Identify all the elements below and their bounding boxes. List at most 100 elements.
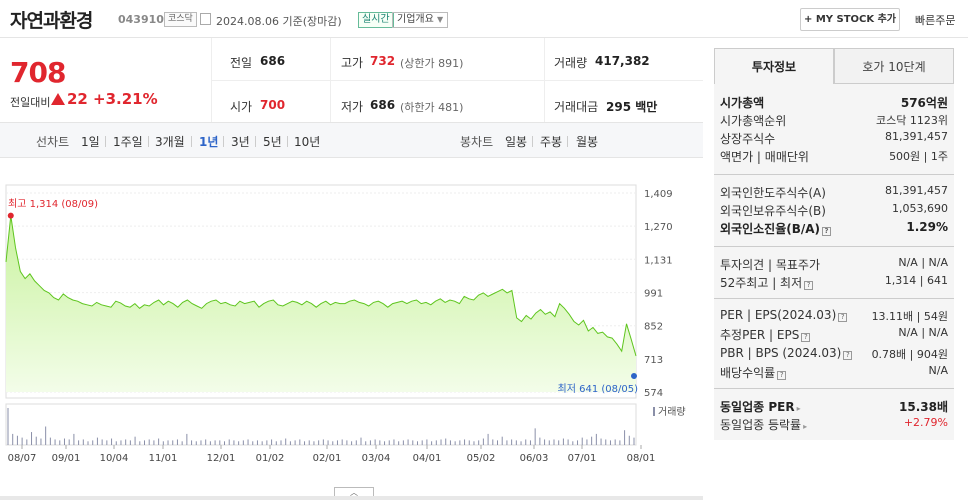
- right-tabs: 투자정보 호가 10단계: [714, 48, 954, 84]
- plus-icon: +: [803, 14, 813, 25]
- x-tick-label: 07/01: [568, 453, 597, 464]
- low-annotation: 최저 641 (08/05): [558, 383, 639, 395]
- divider: [714, 246, 954, 247]
- info-row: PER | EPS(2024.03)? 13.11배 | 54원: [720, 308, 948, 327]
- high-label: 고가: [341, 56, 364, 70]
- info-row-label: 투자의견 | 목표주가: [720, 258, 820, 272]
- info-row: 액면가 | 매매단위 500원 | 1주: [720, 148, 948, 167]
- info-row-label: PER | EPS(2024.03)?: [720, 308, 848, 322]
- arrow-right-icon[interactable]: ▸: [796, 404, 801, 413]
- low-marker: [631, 373, 637, 380]
- info-row-label: 외국인소진율(B/A)?: [720, 220, 832, 237]
- x-tick-label: 05/02: [467, 453, 496, 464]
- x-tick-label: 11/01: [149, 453, 178, 464]
- corp-overview-dropdown[interactable]: 기업개요 ▼: [392, 12, 449, 28]
- candle-monthly[interactable]: 월봉: [576, 135, 599, 149]
- open-value: 700: [260, 98, 286, 112]
- info-row-label: 52주최고 | 최저?: [720, 274, 814, 291]
- info-row-value: 500원 | 1주: [889, 150, 948, 163]
- add-mystock-button[interactable]: + MY STOCK 추가: [800, 8, 900, 31]
- high-value: 732: [370, 54, 396, 68]
- x-tick-label: 03/04: [362, 453, 391, 464]
- tab-orderbook[interactable]: 호가 10단계: [834, 48, 954, 84]
- divider: [714, 298, 954, 299]
- arrow-right-icon[interactable]: ▸: [803, 422, 808, 431]
- price-chart[interactable]: 1,409 1,270 1,131 991 852 713 574 최고 1,314 (08/…: [0, 159, 703, 479]
- info-row-label: 시가총액순위: [720, 114, 787, 128]
- divider: [105, 136, 106, 147]
- quick-order-button[interactable]: 빠른주문: [915, 14, 956, 27]
- info-row-label: 외국인보유주식수(B): [720, 204, 826, 218]
- divider: [287, 136, 288, 147]
- info-row: 52주최고 | 최저? 1,314 | 641: [720, 274, 948, 293]
- divider: [223, 136, 224, 147]
- info-row: 추정PER | EPS? N/A | N/A: [720, 326, 948, 345]
- stock-code: 043910: [118, 13, 164, 26]
- info-row-value: 13.11배 | 54원: [871, 310, 948, 323]
- help-icon[interactable]: ?: [822, 227, 832, 236]
- line-chart-label: 선차트: [36, 135, 70, 149]
- info-row-label: 추정PER | EPS?: [720, 326, 811, 343]
- x-tick-label: 08/01: [627, 453, 656, 464]
- info-row-label: 배당수익률?: [720, 364, 787, 381]
- divider: [191, 136, 192, 147]
- period-1w[interactable]: 1주일: [113, 135, 143, 149]
- info-row-value: 81,391,457: [885, 184, 948, 197]
- help-icon[interactable]: ?: [804, 281, 814, 290]
- info-row: 시가총액 576억원: [720, 94, 948, 113]
- y-tick-label: 1,409: [644, 189, 673, 200]
- candle-weekly[interactable]: 주봉: [540, 135, 563, 149]
- period-1d[interactable]: 1일: [81, 135, 100, 149]
- period-selector: 선차트 1일 1주일 3개월 1년 3년 5년 10년 봉차트 일봉 주봉 월봉: [0, 122, 703, 158]
- collapse-chart-button[interactable]: ︿: [334, 487, 374, 497]
- info-row-label: PBR | BPS (2024.03)?: [720, 346, 853, 360]
- x-tick-label: 09/01: [52, 453, 81, 464]
- invest-info-panel: 시가총액 576억원 시가총액순위 코스닥 1123위 상장주식수 81,391,457 액…: [714, 84, 954, 440]
- info-row-value: N/A: [928, 364, 948, 377]
- y-tick-label: 991: [644, 289, 663, 300]
- info-row-label: 외국인한도주식수(A): [720, 186, 826, 200]
- info-row-value: N/A | N/A: [898, 326, 948, 339]
- volume-legend-swatch: [653, 407, 655, 416]
- period-10y[interactable]: 10년: [294, 135, 321, 149]
- price-line: [5, 215, 637, 357]
- up-triangle-icon: [51, 93, 65, 105]
- low-label: 저가: [341, 100, 364, 114]
- info-row: 시가총액순위 코스닥 1123위: [720, 112, 948, 131]
- change-label: 전일대비: [10, 96, 51, 109]
- open-label: 시가: [230, 100, 253, 114]
- amount-label: 거래대금: [554, 100, 599, 114]
- help-icon[interactable]: ?: [843, 351, 853, 360]
- help-icon[interactable]: ?: [838, 313, 848, 322]
- x-tick-label: 08/07: [8, 453, 37, 464]
- stock-header: 자연과환경 043910 코스닥 2024.08.06 기준(장마감) 실시간 …: [0, 0, 968, 38]
- help-icon[interactable]: ?: [801, 333, 811, 342]
- price-box: 708 전일대비 22 +3.21%: [0, 38, 212, 122]
- info-row-label: 동일업종 PER ▸: [720, 400, 801, 414]
- realtime-button[interactable]: 실시간: [358, 12, 394, 28]
- period-3m[interactable]: 3개월: [155, 135, 185, 149]
- info-row-value: 15.38배: [899, 400, 948, 414]
- info-row: 외국인보유주식수(B) 1,053,690: [720, 202, 948, 221]
- divider: [714, 388, 954, 389]
- candle-daily[interactable]: 일봉: [505, 135, 528, 149]
- prev-close-label: 전일: [230, 56, 253, 70]
- upper-limit: (상한가 891): [400, 57, 464, 70]
- period-1y[interactable]: 1년: [199, 135, 219, 149]
- period-3y[interactable]: 3년: [231, 135, 250, 149]
- divider: [714, 174, 954, 175]
- tab-invest-info[interactable]: 투자정보: [714, 48, 834, 84]
- info-row: 동일업종 PER ▸ 15.38배: [720, 398, 948, 417]
- chevron-up-icon: ︿: [350, 488, 358, 497]
- divider: [567, 136, 568, 147]
- y-tick-label: 574: [644, 388, 663, 399]
- price-date: 2024.08.06 기준(장마감): [216, 15, 342, 28]
- info-row-value: 1,314 | 641: [884, 274, 948, 287]
- y-tick-label: 852: [644, 322, 663, 333]
- info-row: 상장주식수 81,391,457: [720, 130, 948, 149]
- help-icon[interactable]: ?: [777, 371, 787, 380]
- info-row-value: 81,391,457: [885, 130, 948, 143]
- info-row-value: 0.78배 | 904원: [871, 348, 948, 361]
- period-5y[interactable]: 5년: [263, 135, 282, 149]
- volume-label: 거래량: [658, 406, 686, 418]
